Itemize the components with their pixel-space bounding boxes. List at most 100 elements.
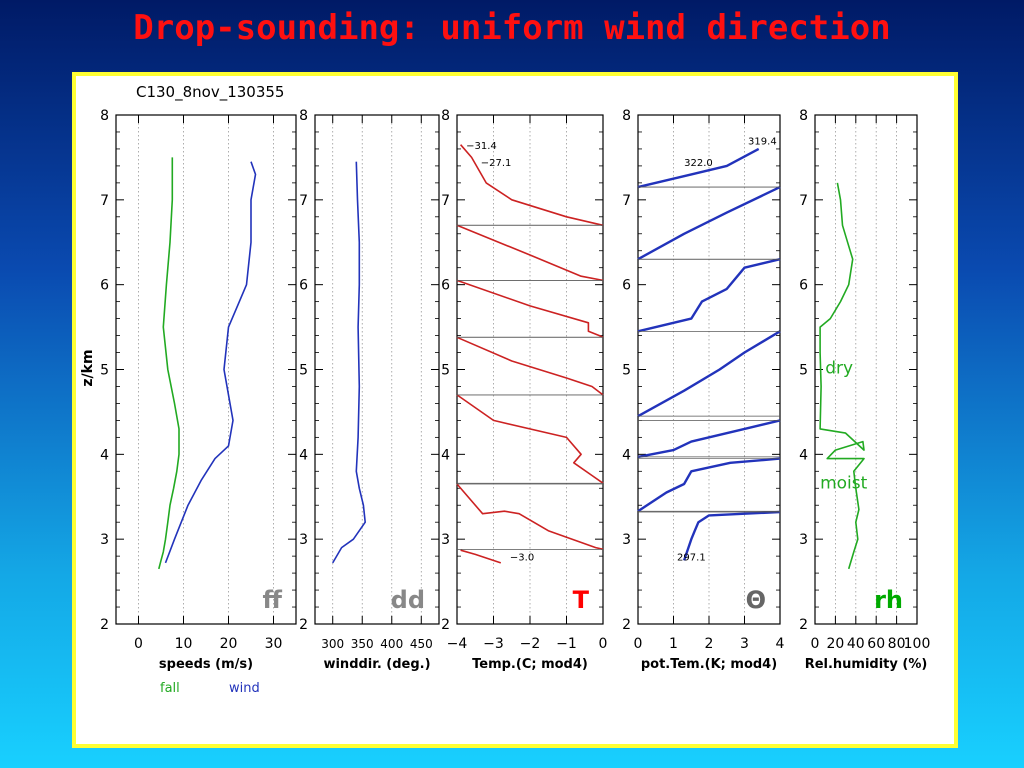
x-tick-label: −4 — [447, 636, 468, 652]
y-tick-label: 2 — [622, 617, 631, 633]
series-line — [456, 224, 604, 282]
y-tick-label: 5 — [799, 363, 808, 379]
y-tick-label: 2 — [299, 617, 308, 633]
series-line — [158, 157, 180, 570]
legend-wind: wind — [229, 681, 260, 696]
series-line — [456, 279, 604, 339]
y-tick-label: 2 — [441, 617, 450, 633]
x-tick-label: 40 — [847, 636, 865, 652]
x-axis-label: Temp.(C; mod4) — [472, 657, 588, 672]
figure-panel: C130_8nov_130355 z/km 2 3 4 5 6 7 8 0 10 20 30 spee… — [72, 72, 958, 748]
annotation: 319.4 — [748, 137, 777, 148]
y-tick-label: 2 — [100, 617, 109, 633]
series-line — [456, 483, 604, 551]
x-tick-label: 3 — [740, 636, 749, 652]
x-tick-label: 80 — [888, 636, 906, 652]
x-tick-label: 350 — [351, 637, 374, 651]
y-tick-label: 3 — [100, 532, 109, 548]
y-tick-label: 7 — [441, 193, 450, 209]
series-line — [637, 330, 781, 418]
series-line — [460, 549, 502, 564]
y-tick-label: 6 — [100, 278, 109, 294]
annotation: dry — [825, 359, 853, 379]
series-line — [637, 258, 781, 333]
panel-big-label: T — [573, 586, 590, 614]
panel-big-label: ff — [263, 586, 283, 614]
x-tick-label: −3 — [483, 636, 504, 652]
x-tick-label: 1 — [669, 636, 678, 652]
slide-title: Drop-sounding: uniform wind direction — [133, 8, 891, 48]
y-tick-label: 5 — [622, 363, 631, 379]
y-tick-label: 8 — [622, 108, 631, 124]
x-tick-label: 400 — [380, 637, 403, 651]
series-line — [682, 510, 781, 561]
y-tick-label: 7 — [299, 193, 308, 209]
series-line — [819, 182, 865, 570]
y-tick-label: 6 — [622, 278, 631, 294]
y-tick-label: 6 — [799, 278, 808, 294]
series-line — [637, 457, 781, 513]
y-tick-label: 4 — [441, 447, 450, 463]
x-tick-label: 0 — [811, 636, 820, 652]
x-tick-label: 0 — [134, 636, 143, 652]
y-tick-label: 4 — [299, 447, 308, 463]
y-tick-label: 7 — [799, 193, 808, 209]
x-tick-label: 300 — [321, 637, 344, 651]
y-tick-label: 8 — [799, 108, 808, 124]
x-tick-label: 60 — [867, 636, 885, 652]
y-tick-label: 7 — [622, 193, 631, 209]
x-tick-label: −2 — [520, 636, 541, 652]
y-tick-label: 8 — [441, 108, 450, 124]
series-line — [637, 419, 781, 459]
panel-pot-temperature: 2 3 4 5 6 7 8 0 1 2 3 4 pot.Tem.(K; mod4) 319.4 322.0 2… — [622, 108, 784, 672]
y-tick-label: 2 — [799, 617, 808, 633]
y-tick-label: 8 — [100, 108, 109, 124]
y-tick-label: 6 — [441, 278, 450, 294]
y-tick-label: 4 — [622, 447, 631, 463]
y-tick-label: 4 — [100, 447, 109, 463]
x-tick-label: 30 — [265, 636, 283, 652]
annotation: −27.1 — [481, 158, 512, 169]
series-line — [164, 161, 257, 564]
y-tick-label: 5 — [100, 363, 109, 379]
panel-big-label: rh — [874, 586, 903, 614]
annotation: 297.1 — [677, 552, 706, 563]
y-tick-label: 3 — [299, 532, 308, 548]
x-tick-label: 0 — [634, 636, 643, 652]
annotation: 322.0 — [684, 158, 713, 169]
y-tick-label: 3 — [441, 532, 450, 548]
y-tick-label: 3 — [622, 532, 631, 548]
y-tick-label: 7 — [100, 193, 109, 209]
x-tick-label: −1 — [556, 636, 577, 652]
y-tick-label: 5 — [299, 363, 308, 379]
y-tick-label: 8 — [299, 108, 308, 124]
x-axis-label: pot.Tem.(K; mod4) — [641, 657, 777, 672]
y-tick-label: 6 — [299, 278, 308, 294]
x-tick-label: 450 — [410, 637, 433, 651]
y-tick-label: 3 — [799, 532, 808, 548]
annotation: −31.4 — [466, 141, 497, 152]
figure-subtitle: C130_8nov_130355 — [136, 83, 284, 102]
x-tick-label: 100 — [904, 636, 931, 652]
series-line — [637, 186, 781, 261]
annotation: moist — [820, 473, 868, 493]
series-line — [456, 394, 604, 484]
x-tick-label: 2 — [705, 636, 714, 652]
x-tick-label: 4 — [776, 636, 785, 652]
series-line — [637, 147, 760, 189]
series-line — [459, 144, 604, 227]
legend-fall: fall — [160, 681, 180, 696]
panel-big-label: dd — [391, 586, 425, 614]
x-axis-label: speeds (m/s) — [159, 657, 253, 672]
plot-frame — [115, 114, 297, 625]
x-axis-label: Rel.humidity (%) — [805, 657, 928, 672]
x-tick-label: 20 — [220, 636, 238, 652]
y-tick-label: 5 — [441, 363, 450, 379]
x-axis-label: winddir. (deg.) — [323, 657, 430, 672]
y-axis-label: z/km — [80, 349, 96, 386]
panel-winddir: 2 3 4 5 6 7 8 300 350 400 450 winddir. (deg.) dd — [299, 108, 440, 672]
plot-frame — [314, 114, 440, 625]
x-tick-label: 20 — [826, 636, 844, 652]
